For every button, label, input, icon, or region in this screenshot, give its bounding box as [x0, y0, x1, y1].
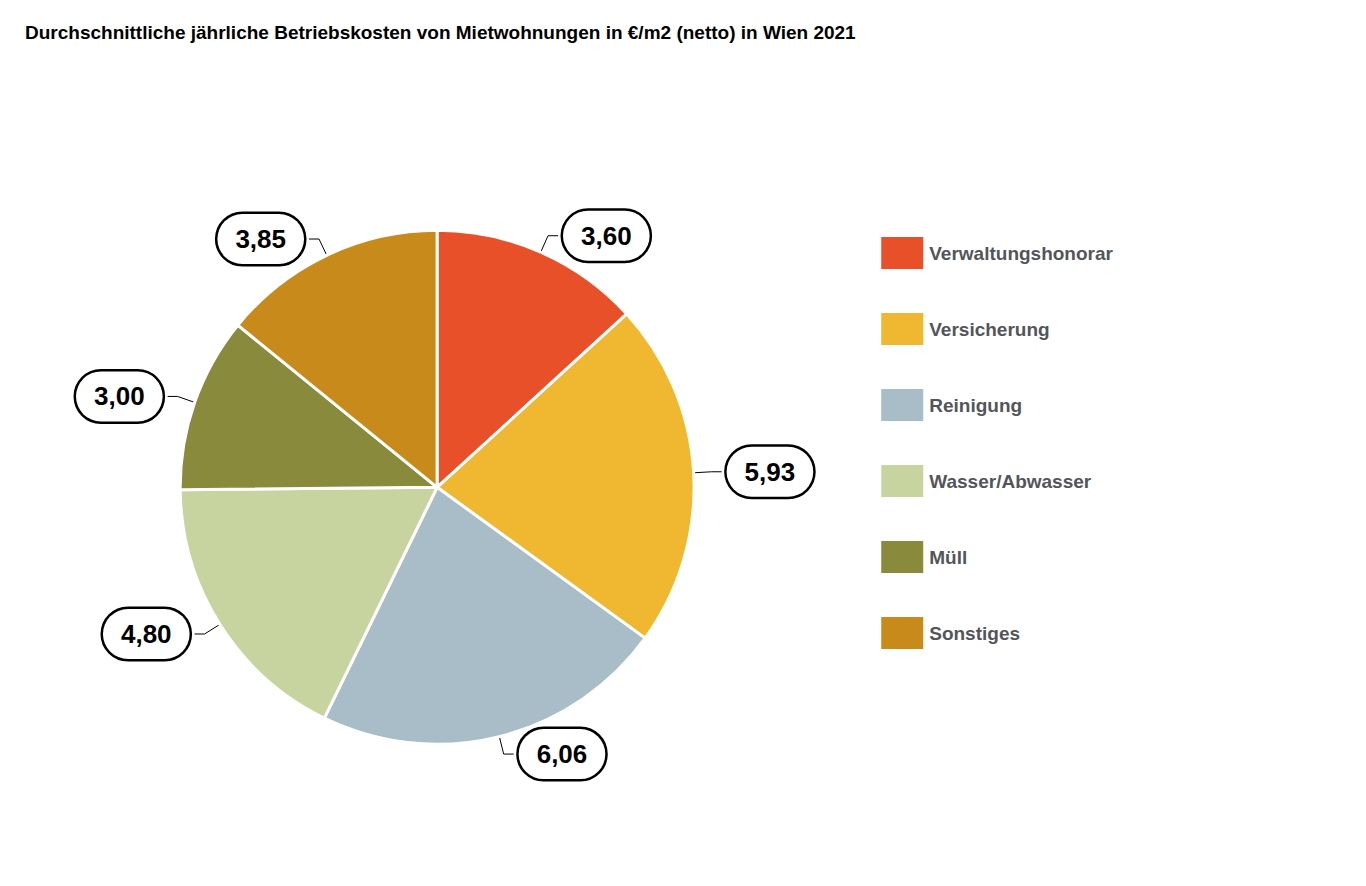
svg-text:6,06: 6,06: [537, 739, 588, 769]
svg-text:Wasser/Abwasser: Wasser/Abwasser: [929, 471, 1092, 492]
svg-text:3,60: 3,60: [581, 221, 632, 251]
svg-text:Müll: Müll: [929, 547, 967, 568]
svg-text:Versicherung: Versicherung: [929, 319, 1049, 340]
svg-text:Verwaltungshonorar: Verwaltungshonorar: [929, 243, 1113, 264]
svg-text:3,00: 3,00: [94, 381, 145, 411]
svg-text:Sonstiges: Sonstiges: [929, 623, 1020, 644]
svg-text:Durchschnittliche jährliche Be: Durchschnittliche jährliche Betriebskost…: [25, 22, 856, 43]
svg-text:Reinigung: Reinigung: [929, 395, 1022, 416]
svg-text:5,93: 5,93: [745, 457, 796, 487]
svg-text:4,80: 4,80: [121, 619, 172, 649]
svg-text:3,85: 3,85: [235, 224, 286, 254]
